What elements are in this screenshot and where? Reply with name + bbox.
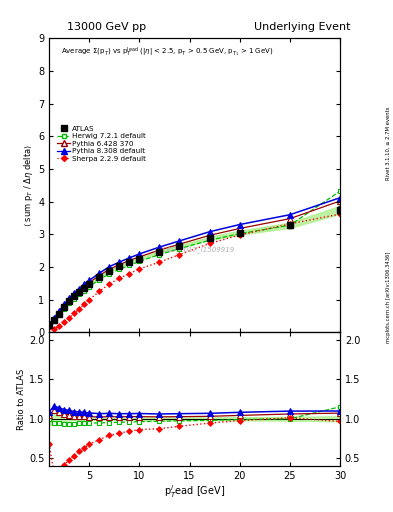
Text: 13000 GeV pp: 13000 GeV pp <box>66 22 146 32</box>
Y-axis label: Ratio to ATLAS: Ratio to ATLAS <box>17 369 26 430</box>
Y-axis label: $\langle$ sum p$_T$ / $\Delta\eta$ delta$\rangle$: $\langle$ sum p$_T$ / $\Delta\eta$ delta… <box>22 144 35 227</box>
Text: Underlying Event: Underlying Event <box>254 22 351 32</box>
X-axis label: p$_T^{l}$ead [GeV]: p$_T^{l}$ead [GeV] <box>164 483 225 500</box>
Text: Rivet 3.1.10, ≥ 2.7M events: Rivet 3.1.10, ≥ 2.7M events <box>386 106 391 180</box>
Text: ATLAS_2017_I1509919: ATLAS_2017_I1509919 <box>154 247 235 253</box>
Text: mcplots.cern.ch [arXiv:1306.3436]: mcplots.cern.ch [arXiv:1306.3436] <box>386 251 391 343</box>
Text: Average $\Sigma$(p$_T$) vs p$_T^{\rm lead}$ ($|\eta|$ < 2.5, p$_T$ > 0.5 GeV, p$: Average $\Sigma$(p$_T$) vs p$_T^{\rm lea… <box>61 46 273 59</box>
Legend: ATLAS, Herwig 7.2.1 default, Pythia 6.428 370, Pythia 8.308 default, Sherpa 2.2.: ATLAS, Herwig 7.2.1 default, Pythia 6.42… <box>56 124 148 163</box>
